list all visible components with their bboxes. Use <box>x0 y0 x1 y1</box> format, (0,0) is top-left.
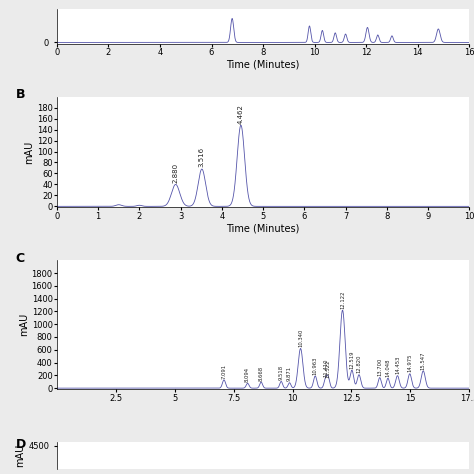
Text: 9.518: 9.518 <box>279 365 283 380</box>
Text: 2.880: 2.880 <box>173 163 179 183</box>
Y-axis label: mAU: mAU <box>16 444 26 467</box>
Text: 3.516: 3.516 <box>199 147 205 167</box>
Text: 14.975: 14.975 <box>407 354 412 373</box>
Y-axis label: mAU: mAU <box>24 140 34 164</box>
Text: 7.091: 7.091 <box>221 364 227 379</box>
Y-axis label: mAU: mAU <box>19 313 29 337</box>
Text: C: C <box>16 253 25 265</box>
Text: 12.519: 12.519 <box>349 350 355 369</box>
Text: 13.700: 13.700 <box>377 358 382 376</box>
Text: 10.963: 10.963 <box>313 356 318 375</box>
Text: 4.462: 4.462 <box>238 104 244 124</box>
Text: 14.048: 14.048 <box>385 358 391 377</box>
Text: B: B <box>16 88 25 101</box>
Text: 15.547: 15.547 <box>421 351 426 370</box>
Text: 12.820: 12.820 <box>356 355 362 374</box>
Text: D: D <box>16 438 26 451</box>
Text: 9.871: 9.871 <box>287 366 292 382</box>
Text: 11.522: 11.522 <box>326 359 331 378</box>
X-axis label: Time (Minutes): Time (Minutes) <box>227 223 300 233</box>
Text: 11.410: 11.410 <box>323 358 328 377</box>
Text: 12.122: 12.122 <box>340 291 345 309</box>
Text: 8.094: 8.094 <box>245 367 250 382</box>
Text: 8.668: 8.668 <box>259 365 264 381</box>
Text: 10.340: 10.340 <box>298 329 303 347</box>
X-axis label: Time (Minutes): Time (Minutes) <box>227 60 300 70</box>
Text: 14.453: 14.453 <box>395 356 400 374</box>
